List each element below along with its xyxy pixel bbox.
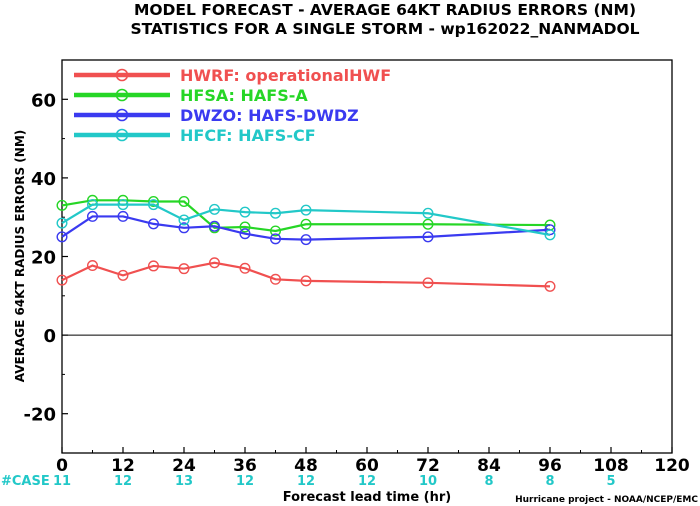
plot-frame bbox=[61, 59, 673, 454]
data-point bbox=[178, 195, 190, 207]
series-line bbox=[61, 215, 551, 241]
case-count: 13 bbox=[175, 474, 193, 489]
x-tick-label: 120 bbox=[654, 456, 690, 476]
legend-label: DWZO: HAFS-DWDZ bbox=[180, 106, 359, 125]
series-line bbox=[61, 203, 551, 236]
data-point bbox=[56, 217, 68, 229]
case-count: 12 bbox=[297, 474, 315, 489]
legend-marker bbox=[115, 128, 129, 142]
series-line bbox=[61, 261, 551, 288]
case-count: 12 bbox=[114, 474, 132, 489]
case-count: 10 bbox=[419, 474, 437, 489]
legend-label: HWRF: operationalHWF bbox=[180, 66, 391, 85]
data-point bbox=[117, 269, 129, 281]
data-point bbox=[239, 221, 251, 233]
data-point bbox=[147, 260, 159, 272]
x-tick-label: 60 bbox=[355, 456, 379, 476]
x-tick-label: 36 bbox=[233, 456, 257, 476]
y-tick-label: -20 bbox=[23, 405, 56, 426]
data-point bbox=[208, 203, 220, 215]
data-point bbox=[208, 220, 220, 232]
series-line bbox=[61, 199, 551, 233]
x-tick-label: 48 bbox=[294, 456, 318, 476]
data-point bbox=[178, 263, 190, 275]
legend-marker bbox=[115, 68, 129, 82]
y-tick-label: 40 bbox=[31, 169, 56, 190]
y-axis-ticks: -20 0 20 40 60 bbox=[23, 59, 68, 454]
series-layer bbox=[56, 194, 556, 292]
data-point bbox=[86, 210, 98, 222]
case-count: 5 bbox=[606, 474, 615, 489]
legend-label: HFCF: HAFS-CF bbox=[180, 126, 316, 145]
series-3 bbox=[56, 199, 556, 241]
data-point bbox=[56, 274, 68, 286]
series-0 bbox=[56, 257, 556, 292]
x-tick-label: 72 bbox=[416, 456, 440, 476]
legend-label: HFSA: HAFS-A bbox=[180, 86, 308, 105]
legend-marker bbox=[115, 88, 129, 102]
legend-marker bbox=[115, 108, 129, 122]
y-tick-label: 0 bbox=[43, 326, 56, 347]
data-point bbox=[300, 234, 312, 246]
y-tick-label: 60 bbox=[31, 90, 56, 111]
data-point bbox=[270, 273, 282, 285]
chart-subtitle: STATISTICS FOR A SINGLE STORM - wp162022… bbox=[130, 20, 639, 38]
data-point bbox=[239, 262, 251, 274]
data-point bbox=[300, 204, 312, 216]
x-tick-label: 84 bbox=[477, 456, 501, 476]
case-count: 8 bbox=[484, 474, 493, 489]
data-point bbox=[117, 210, 129, 222]
data-point bbox=[147, 195, 159, 207]
data-point bbox=[147, 218, 159, 230]
data-point bbox=[178, 222, 190, 234]
data-point bbox=[239, 228, 251, 240]
x-tick-label: 96 bbox=[538, 456, 562, 476]
y-axis-label: AVERAGE 64KT RADIUS ERRORS (NM) bbox=[13, 130, 27, 382]
x-tick-label: 108 bbox=[593, 456, 629, 476]
data-point bbox=[86, 260, 98, 272]
case-counts: 11 12 13 12 12 12 10 8 8 5 bbox=[53, 474, 616, 489]
data-point bbox=[270, 233, 282, 245]
data-point bbox=[544, 229, 556, 241]
x-tick-label: 0 bbox=[56, 456, 68, 476]
x-tick-label: 12 bbox=[111, 456, 135, 476]
data-point bbox=[300, 218, 312, 230]
case-count: 8 bbox=[545, 474, 554, 489]
case-count: 12 bbox=[358, 474, 376, 489]
data-point bbox=[239, 206, 251, 218]
x-axis-label: Forecast lead time (hr) bbox=[283, 490, 451, 505]
series-1 bbox=[56, 194, 556, 237]
case-count: 11 bbox=[53, 474, 71, 489]
data-point bbox=[56, 199, 68, 211]
data-point bbox=[178, 214, 190, 226]
data-point bbox=[86, 199, 98, 211]
y-tick-label: 20 bbox=[31, 248, 56, 269]
data-point bbox=[422, 207, 434, 219]
data-point bbox=[300, 275, 312, 287]
data-point bbox=[208, 257, 220, 269]
data-point bbox=[544, 280, 556, 292]
data-point bbox=[422, 277, 434, 289]
case-label: #CASE bbox=[1, 474, 50, 489]
data-point bbox=[422, 218, 434, 230]
series-2 bbox=[56, 210, 556, 246]
data-point bbox=[270, 207, 282, 219]
x-axis-ticks: 0 12 24 36 48 60 72 84 96 108 120 bbox=[56, 447, 690, 476]
data-point bbox=[56, 231, 68, 243]
chart-title: MODEL FORECAST - AVERAGE 64KT RADIUS ERR… bbox=[134, 1, 636, 19]
x-tick-label: 24 bbox=[172, 456, 196, 476]
data-point bbox=[117, 199, 129, 211]
data-point bbox=[147, 199, 159, 211]
case-count: 12 bbox=[236, 474, 254, 489]
credit-text: Hurricane project - NOAA/NCEP/EMC bbox=[515, 495, 698, 505]
data-point bbox=[422, 231, 434, 243]
data-point bbox=[270, 225, 282, 237]
